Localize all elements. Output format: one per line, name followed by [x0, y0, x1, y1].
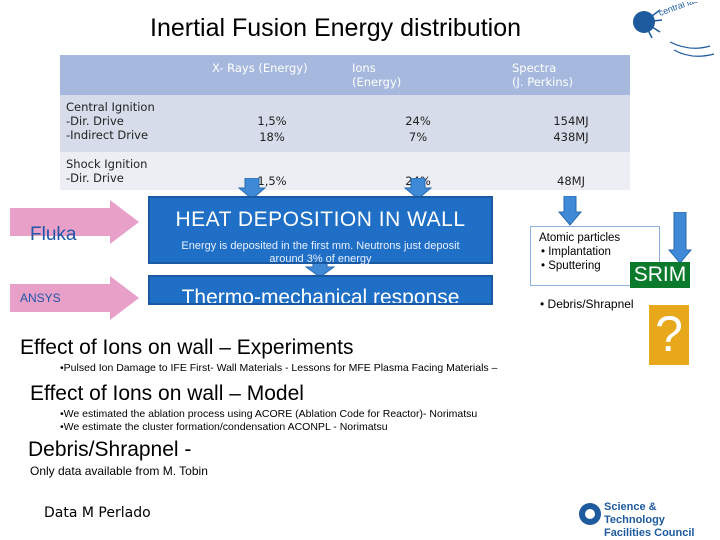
- central-laser-facility-logo: central laser facility: [633, 2, 718, 57]
- model-bullet: •We estimate the cluster formation/conde…: [60, 421, 388, 433]
- model-bullet: •We estimated the ablation process using…: [60, 408, 478, 420]
- stfc-emblem-icon: [579, 503, 601, 525]
- experiments-heading: Effect of Ions on wall – Experiments: [20, 336, 354, 359]
- header-ions: Ions (Energy): [352, 61, 402, 89]
- table-row: Central Ignition -Dir. Drive -Indirect D…: [60, 95, 630, 152]
- heat-deposition-title: HEAT DEPOSITION IN WALL: [175, 208, 466, 231]
- table-row: Shock Ignition -Dir. Drive 1,5% 24% 48MJ: [60, 152, 630, 190]
- fluka-arrow: [10, 200, 139, 244]
- cell-spectra: 48MJ: [557, 174, 585, 188]
- header-xrays: X- Rays (Energy): [212, 61, 308, 75]
- data-credit: Data M Perlado: [44, 505, 151, 521]
- srim-badge: SRIM: [630, 262, 690, 288]
- thermo-mechanical-box: Thermo-mechanical response: [148, 275, 493, 305]
- question-mark-badge: ?: [649, 305, 689, 365]
- cell-ions: 24% 7%: [405, 114, 431, 144]
- heat-deposition-subtitle: Energy is deposited in the first mm. Neu…: [181, 240, 460, 265]
- cell-spectra: 154MJ 438MJ: [553, 114, 589, 144]
- ansys-label: ANSYS: [20, 291, 61, 305]
- down-arrow-icon: [404, 178, 432, 200]
- table-header: X- Rays (Energy) Ions (Energy) Spectra (…: [60, 55, 630, 95]
- stfc-logo: Science & Technology Facilities Council: [578, 495, 710, 539]
- down-arrow-icon: [238, 178, 266, 200]
- cell-xrays: 1,5% 18%: [257, 114, 287, 144]
- atomic-title: Atomic particles: [539, 232, 621, 244]
- debris-text: Only data available from M. Tobin: [30, 464, 208, 478]
- experiments-bullet: •Pulsed Ion Damage to IFE First- Wall Ma…: [60, 362, 498, 374]
- slide-title: Inertial Fusion Energy distribution: [150, 14, 522, 42]
- debris-heading: Debris/Shrapnel -: [28, 438, 192, 461]
- cell-xrays: 1,5%: [257, 174, 287, 188]
- down-arrow-icon: [668, 212, 692, 264]
- row-label: Central Ignition -Dir. Drive -Indirect D…: [66, 100, 155, 142]
- down-arrow-icon: [558, 196, 582, 226]
- heat-deposition-box: HEAT DEPOSITION IN WALL Energy is deposi…: [148, 196, 493, 265]
- logo-text: central laser facility: [657, 2, 718, 18]
- ansys-arrow: [10, 276, 139, 320]
- header-spectra: Spectra (J. Perkins): [512, 61, 574, 89]
- row-label: Shock Ignition -Dir. Drive: [66, 157, 148, 185]
- atomic-item: • Sputtering: [541, 260, 601, 272]
- fluka-label: Fluka: [30, 224, 77, 245]
- model-heading: Effect of Ions on wall – Model: [30, 382, 304, 405]
- debris-side-label: • Debris/Shrapnel: [540, 297, 634, 311]
- atomic-item: • Implantation: [541, 246, 611, 258]
- stfc-text: Science & Technology Facilities Council: [604, 501, 695, 539]
